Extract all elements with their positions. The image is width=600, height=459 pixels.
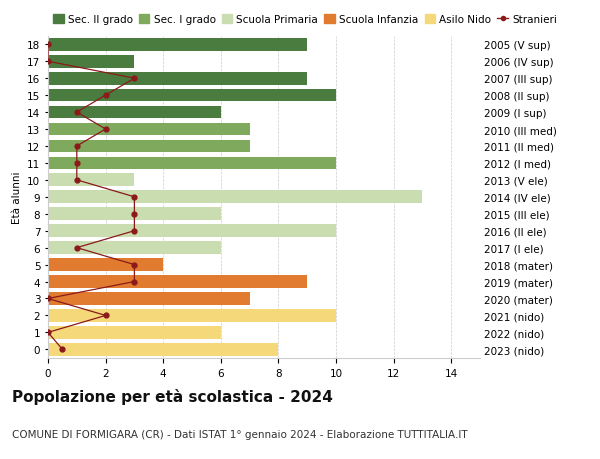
Bar: [48, 90, 336, 102]
Text: COMUNE DI FORMIGARA (CR) - Dati ISTAT 1° gennaio 2024 - Elaborazione TUTTITALIA.: COMUNE DI FORMIGARA (CR) - Dati ISTAT 1°…: [12, 429, 467, 439]
Bar: [48, 309, 336, 322]
Bar: [48, 106, 221, 119]
Bar: [48, 191, 422, 204]
Bar: [48, 140, 250, 153]
Bar: [48, 275, 307, 288]
Bar: [48, 242, 221, 254]
Text: Popolazione per età scolastica - 2024: Popolazione per età scolastica - 2024: [12, 388, 333, 404]
Bar: [48, 208, 221, 221]
Y-axis label: Età alunni: Età alunni: [11, 171, 22, 224]
Bar: [48, 292, 250, 305]
Bar: [48, 174, 134, 187]
Bar: [48, 343, 278, 356]
Bar: [48, 123, 250, 136]
Bar: [48, 225, 336, 237]
Bar: [48, 259, 163, 271]
Bar: [48, 73, 307, 85]
Legend: Sec. II grado, Sec. I grado, Scuola Primaria, Scuola Infanzia, Asilo Nido, Stran: Sec. II grado, Sec. I grado, Scuola Prim…: [53, 15, 557, 25]
Bar: [48, 56, 134, 68]
Bar: [48, 326, 221, 339]
Bar: [48, 157, 336, 170]
Bar: [48, 39, 307, 51]
